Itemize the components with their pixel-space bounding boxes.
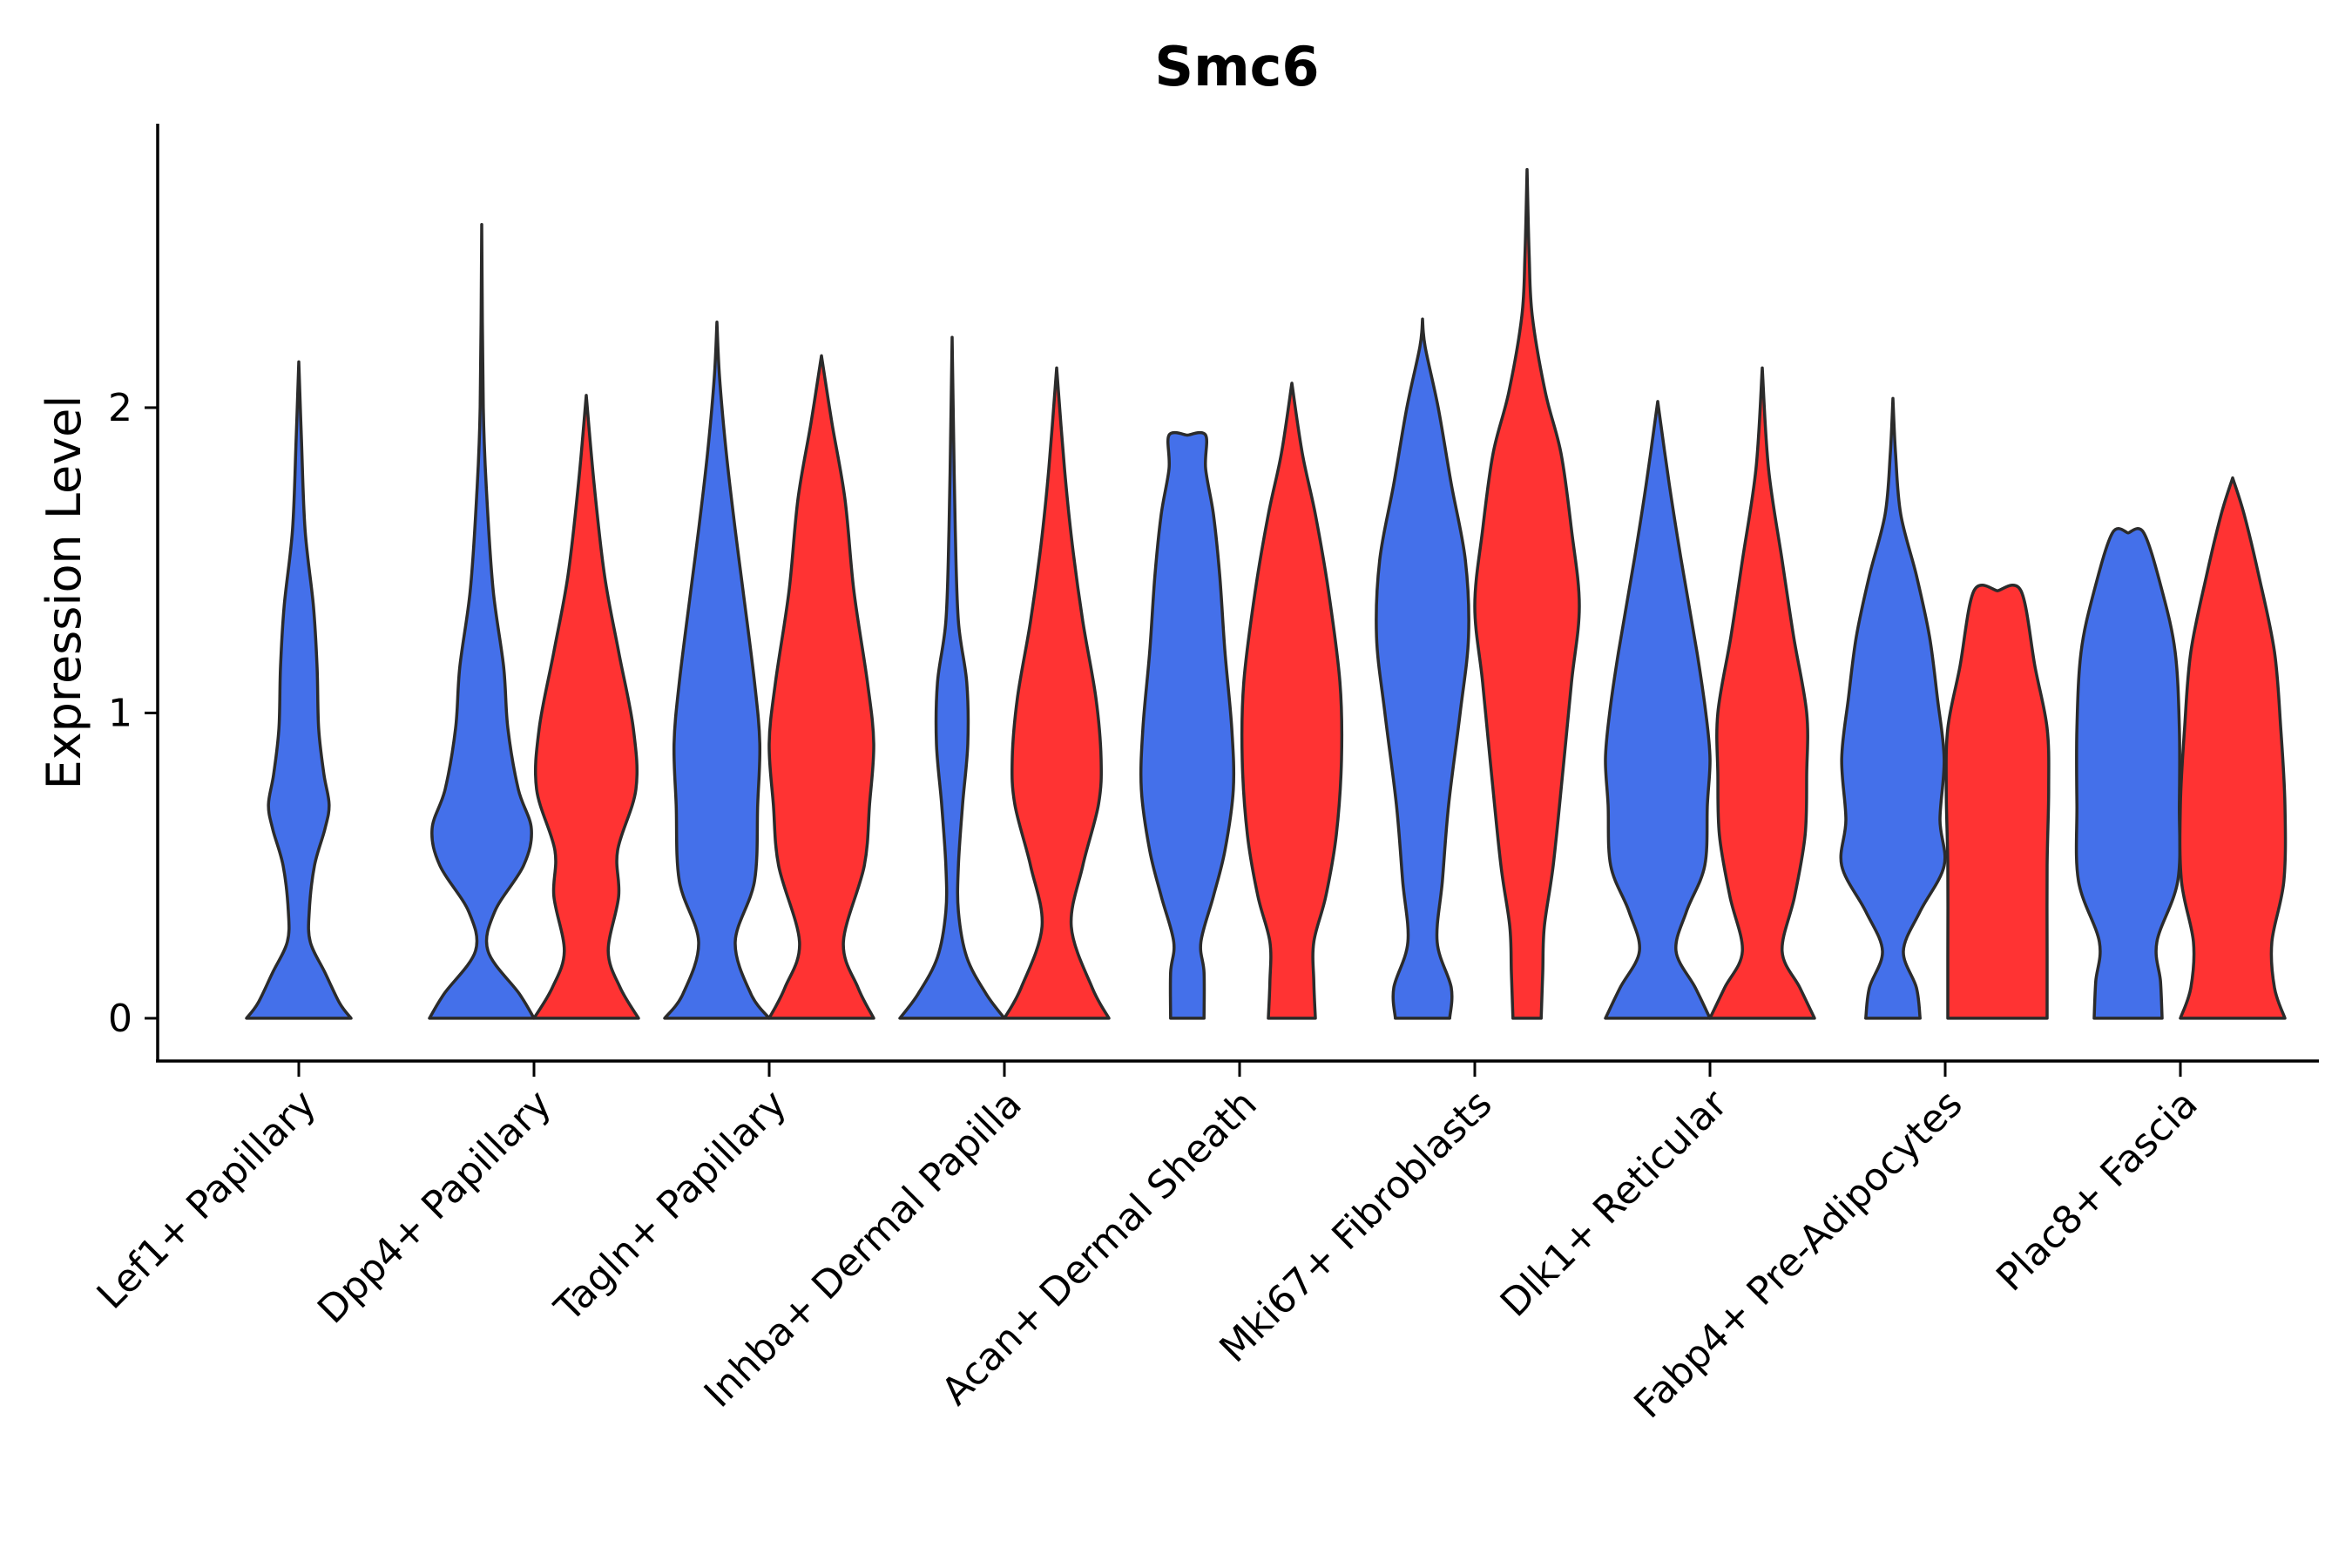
violin-series_a-5: [1139, 430, 1236, 1020]
y-ticks: 0 1 2: [108, 386, 158, 1041]
violin-series_b-8: [1944, 584, 2051, 1020]
violin-series_b-7: [1708, 366, 1816, 1020]
violin-series_b-9: [2178, 476, 2288, 1020]
y-axis-label: Expression Level: [37, 395, 91, 790]
y-tick-label: 2: [108, 386, 132, 430]
violin-series_a-6: [1375, 317, 1470, 1020]
violin-series_a-3: [663, 321, 771, 1020]
violin-group: [245, 167, 2288, 1020]
chart-title: Smc6: [1154, 35, 1319, 98]
violin-series_a-2: [428, 222, 536, 1020]
x-category-label: Dlk1+ Reticular: [1492, 1081, 1737, 1326]
violin-series_a-9: [2074, 527, 2182, 1020]
x-category-label: Lef1+ Papillary: [89, 1082, 325, 1318]
x-category-label: Plac8+ Fascia: [1988, 1082, 2207, 1301]
violin-series_b-6: [1473, 167, 1581, 1020]
violin-series_a-8: [1839, 396, 1947, 1020]
x-category-label: Mki67+ Fibroblasts: [1211, 1082, 1500, 1371]
violin-series_a-4: [898, 335, 1006, 1020]
y-tick-label: 1: [108, 691, 132, 735]
y-tick-label: 0: [108, 997, 132, 1041]
violin-series_b-2: [532, 394, 640, 1020]
axes-group: [156, 124, 2319, 1063]
violin-series_b-4: [1003, 366, 1111, 1020]
x-category-label: Tagln+ Papillary: [546, 1082, 795, 1331]
violin-series_b-5: [1240, 382, 1344, 1020]
x-category-label: Dpp4+ Papillary: [309, 1082, 560, 1333]
violin-series_a-1: [245, 360, 353, 1020]
violin-series_b-3: [767, 354, 875, 1020]
violin-series_a-7: [1604, 400, 1712, 1020]
